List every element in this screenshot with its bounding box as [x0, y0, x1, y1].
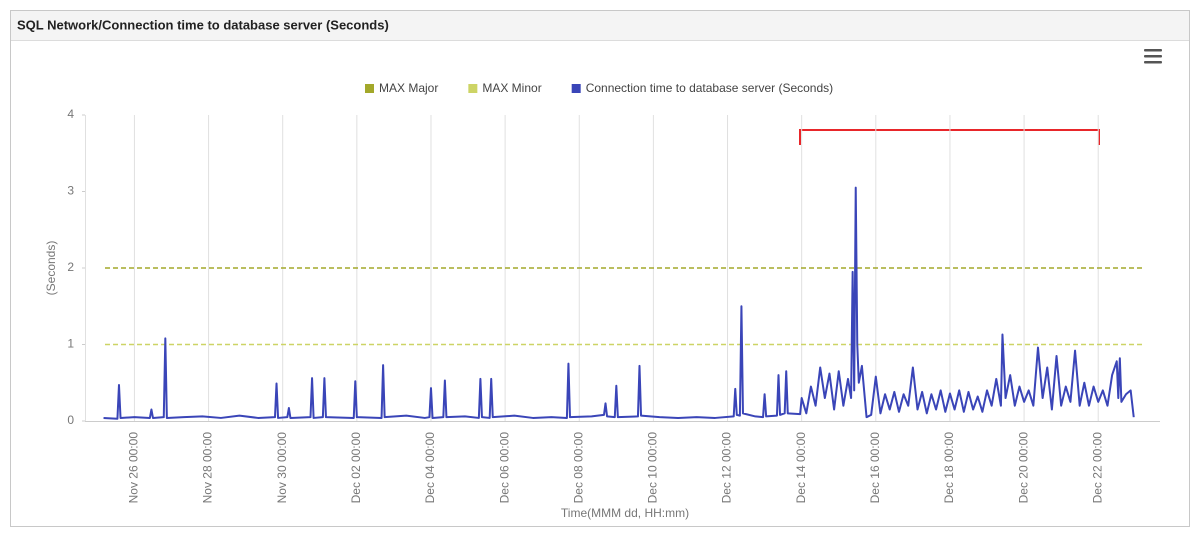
x-tick-label: Nov 26 00:00	[127, 432, 141, 504]
legend-label: MAX Major	[379, 81, 438, 95]
legend-swatch	[571, 84, 581, 93]
x-tick-label: Dec 18 00:00	[942, 432, 956, 504]
x-tick-label: Dec 04 00:00	[423, 432, 437, 504]
x-tick-label: Dec 10 00:00	[646, 432, 660, 504]
x-axis-title: Time(MMM dd, HH:mm)	[561, 506, 689, 520]
y-tick-label: 1	[67, 337, 74, 351]
legend-label: MAX Minor	[482, 81, 541, 95]
data-line	[103, 186, 1135, 420]
panel-header	[11, 11, 1189, 40]
menu-bar	[1144, 55, 1162, 58]
y-tick-label: 3	[67, 184, 74, 198]
y-tick-label: 4	[67, 107, 74, 121]
legend-swatch	[365, 84, 374, 93]
y-axis-title: (Seconds)	[44, 241, 58, 296]
x-tick-label: Dec 22 00:00	[1090, 432, 1104, 504]
menu-bar	[1144, 49, 1162, 52]
x-tick-label: Dec 14 00:00	[794, 432, 808, 504]
legend-swatch	[468, 84, 478, 93]
chart-title: SQL Network/Connection time to database …	[17, 17, 389, 32]
x-tick-label: Dec 16 00:00	[868, 432, 882, 504]
x-tick-label: Dec 02 00:00	[349, 432, 363, 504]
y-tick-label: 2	[67, 260, 74, 274]
x-tick-label: Dec 20 00:00	[1016, 432, 1030, 504]
legend-label: Connection time to database server (Seco…	[586, 81, 833, 95]
x-tick-label: Nov 30 00:00	[275, 432, 289, 504]
x-tick-label: Nov 28 00:00	[201, 432, 215, 504]
x-tick-label: Dec 08 00:00	[571, 432, 585, 504]
legend: MAX Major MAX Minor Connection time to dat…	[365, 81, 833, 95]
x-tick-label: Dec 12 00:00	[720, 432, 734, 504]
menu-button[interactable]	[1138, 43, 1168, 69]
menu-bar	[1144, 61, 1162, 64]
x-tick-label: Dec 06 00:00	[497, 432, 511, 504]
y-tick-label: 0	[67, 413, 74, 427]
